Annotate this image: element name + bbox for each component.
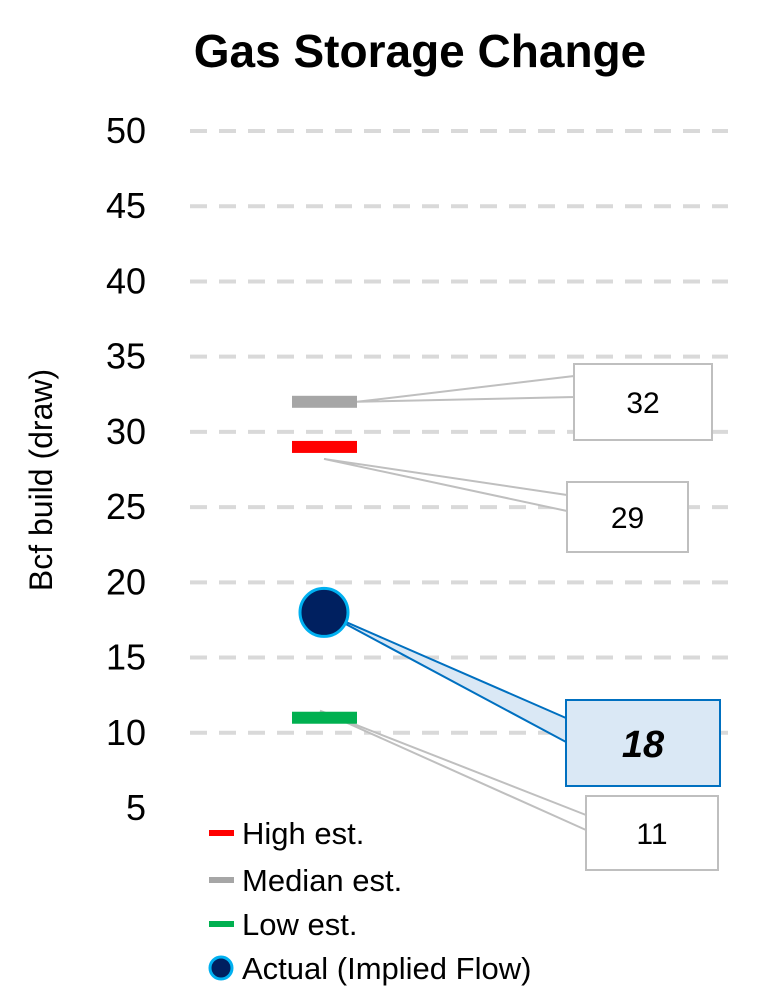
actual-callout-box: [565, 699, 721, 787]
estimate-marker: [292, 711, 357, 724]
estimate-marker: [292, 440, 357, 453]
actual-callout-leader: [323, 611, 567, 744]
data-label: 11: [636, 818, 667, 851]
legend-label: Actual (Implied Flow): [242, 951, 531, 986]
chart-title: Gas Storage Change: [194, 25, 646, 77]
callout-box: [566, 481, 689, 553]
callout-box: [573, 363, 713, 441]
y-tick-label: 30: [106, 411, 146, 452]
grid-lines: [190, 129, 728, 735]
legend-marker: [209, 830, 234, 836]
callout-leaders: [319, 374, 587, 832]
y-tick-label: 50: [106, 110, 146, 151]
y-axis-ticks: 5 10 15 20 25 30 35 40 45 50: [106, 110, 146, 828]
legend-marker: [208, 955, 234, 981]
y-tick-label: 40: [106, 260, 146, 301]
y-tick-label: 35: [106, 336, 146, 377]
legend-label: Low est.: [242, 907, 357, 942]
callout-leader: [323, 457, 568, 513]
y-tick-label: 5: [126, 787, 146, 828]
estimate-marker: [292, 395, 357, 408]
data-marks: [292, 395, 357, 724]
legend-marker: [209, 921, 234, 927]
callout-leader: [356, 374, 575, 403]
actual-marker: [298, 586, 350, 638]
data-label: 29: [611, 502, 644, 535]
legend: High est. Median est. Low est. Actual (Impl…: [208, 816, 531, 986]
legend-marker: [209, 877, 234, 883]
callout-box: [585, 795, 719, 871]
legend-label: High est.: [242, 816, 364, 851]
y-tick-label: 15: [106, 637, 146, 678]
data-label: 32: [626, 387, 659, 420]
y-tick-label: 25: [106, 486, 146, 527]
data-callouts: 32 29 11 18: [565, 363, 721, 871]
y-tick-label: 10: [106, 712, 146, 753]
y-axis-label: Bcf build (draw): [23, 369, 59, 591]
y-tick-label: 20: [106, 561, 146, 602]
y-tick-label: 45: [106, 185, 146, 226]
actual-data-label: 18: [622, 724, 665, 766]
legend-label: Median est.: [242, 863, 402, 898]
